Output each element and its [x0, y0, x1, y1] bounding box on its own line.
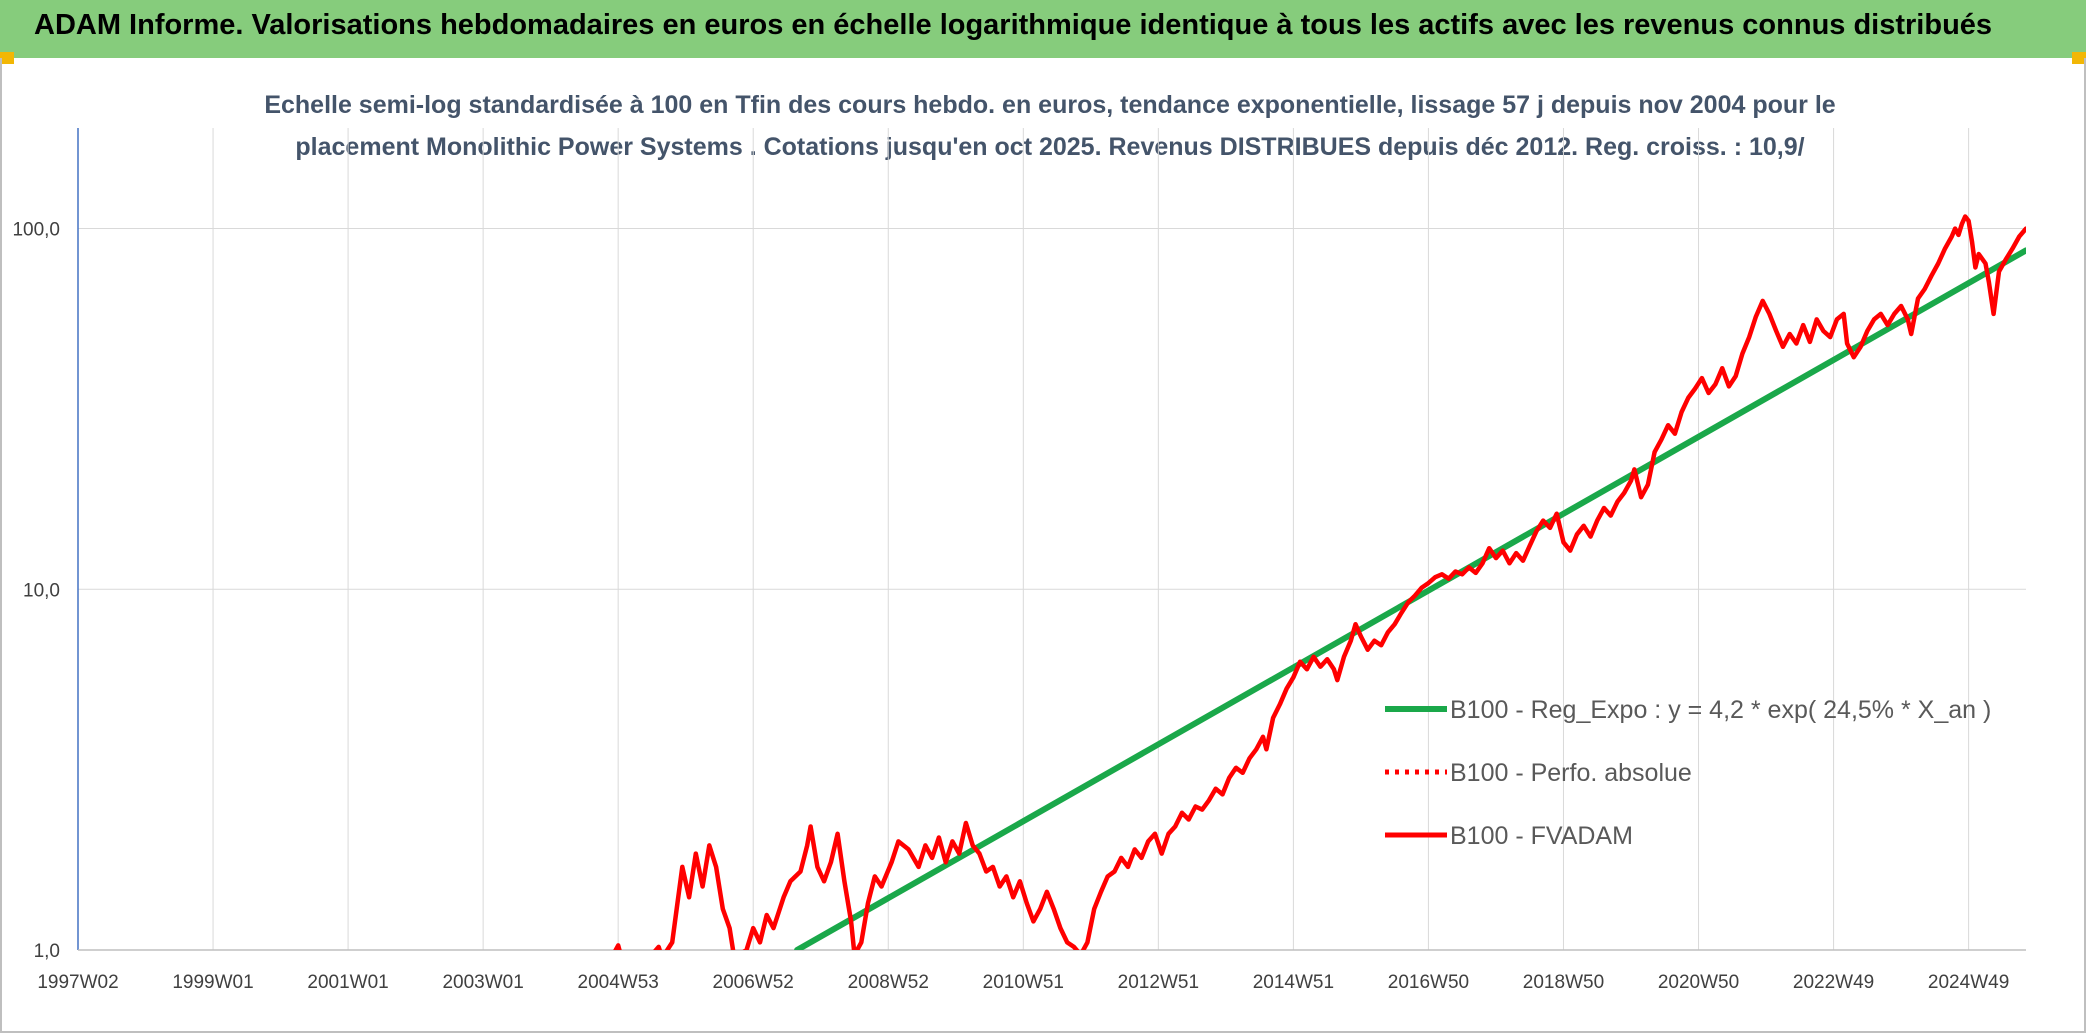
- x-tick-label: 2016W50: [1388, 972, 1469, 993]
- y-tick-label: 1,0: [34, 941, 60, 962]
- legend-label: B100 - Reg_Expo : y = 4,2 * exp( 24,5% *…: [1450, 696, 1991, 724]
- x-tick-label: 2022W49: [1793, 972, 1874, 993]
- x-tick-label: 2001W01: [307, 972, 388, 993]
- chart-title-line-1: Echelle semi-log standardisée à 100 en T…: [264, 91, 1836, 119]
- x-tick-label: 2018W50: [1523, 972, 1604, 993]
- x-tick-label: 2003W01: [442, 972, 523, 993]
- y-tick-label: 10,0: [23, 580, 60, 601]
- x-tick-label: 1999W01: [172, 972, 253, 993]
- x-tick-label: 2012W51: [1118, 972, 1199, 993]
- x-tick-label: 2024W49: [1928, 972, 2009, 993]
- corner-marker-right: [2072, 52, 2086, 64]
- legend-label: B100 - Perfo. absolue: [1450, 759, 1692, 787]
- corner-marker-left: [0, 52, 14, 64]
- fvadam-line: [613, 214, 2026, 950]
- x-tick-label: 2006W52: [713, 972, 794, 993]
- x-tick-label: 1997W02: [37, 972, 118, 993]
- chart-title: Echelle semi-log standardisée à 100 en T…: [150, 84, 1950, 168]
- x-tick-label: 2020W50: [1658, 972, 1739, 993]
- chart-title-line-2: placement Monolithic Power Systems . Cot…: [295, 133, 1805, 161]
- chart-frame: [0, 58, 2086, 1033]
- report-header: ADAM Informe. Valorisations hebdomadaire…: [0, 0, 2086, 58]
- x-tick-label: 2010W51: [983, 972, 1064, 993]
- x-tick-label: 2008W52: [848, 972, 929, 993]
- y-tick-label: 100,0: [12, 220, 60, 241]
- x-tick-label: 2004W53: [578, 972, 659, 993]
- report-title: ADAM Informe. Valorisations hebdomadaire…: [34, 9, 1993, 41]
- legend-label: B100 - FVADAM: [1450, 822, 1633, 850]
- x-tick-label: 2014W51: [1253, 972, 1334, 993]
